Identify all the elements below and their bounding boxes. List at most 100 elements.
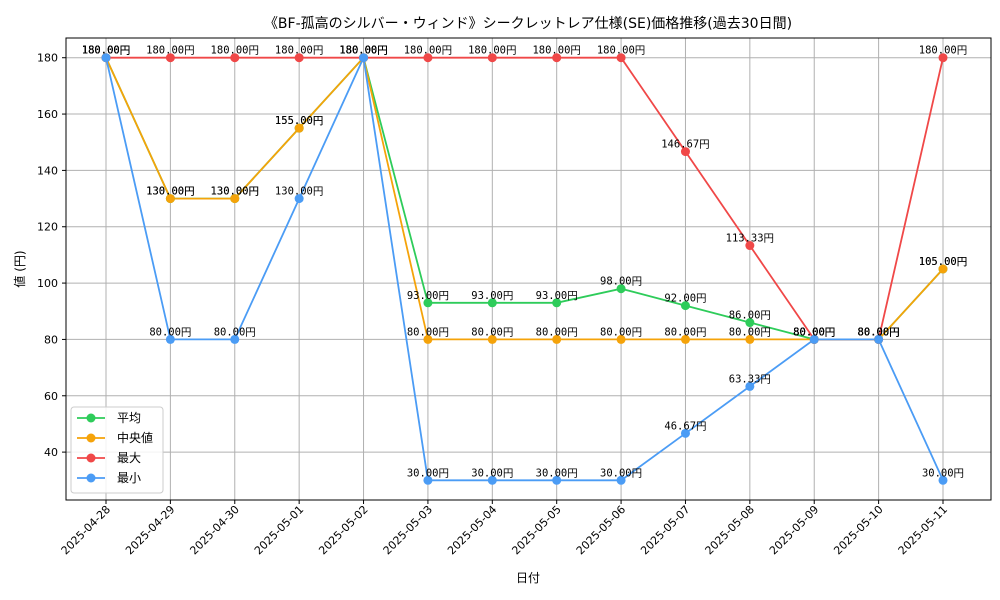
data-label: 80.00円 bbox=[793, 326, 835, 338]
data-label: 98.00円 bbox=[600, 276, 642, 288]
legend-marker bbox=[86, 453, 96, 463]
data-point bbox=[487, 298, 497, 308]
data-label: 180.00円 bbox=[82, 45, 130, 57]
data-label: 80.00円 bbox=[793, 326, 835, 338]
data-label: 80.00円 bbox=[793, 326, 835, 338]
data-label: 180.00円 bbox=[275, 45, 323, 57]
data-point bbox=[423, 334, 433, 344]
legend-entry: 中央値 bbox=[117, 430, 153, 445]
data-label: 180.00円 bbox=[468, 45, 516, 57]
data-label: 93.00円 bbox=[407, 290, 449, 302]
legend-entry: 最小 bbox=[117, 471, 141, 485]
data-label: 92.00円 bbox=[664, 293, 706, 305]
plot-frame bbox=[65, 37, 992, 501]
data-label: 80.00円 bbox=[149, 326, 191, 338]
data-label: 180.00円 bbox=[82, 45, 130, 57]
data-label: 180.00円 bbox=[146, 45, 194, 57]
data-point bbox=[359, 53, 369, 63]
data-point bbox=[423, 298, 433, 308]
data-label: 30.00円 bbox=[407, 467, 449, 479]
data-label: 180.00円 bbox=[339, 45, 387, 57]
data-label: 86.00円 bbox=[729, 310, 771, 322]
data-point bbox=[230, 334, 240, 344]
y-tick-label: 160 bbox=[37, 108, 58, 121]
data-label: 180.00円 bbox=[82, 45, 130, 57]
data-label: 113.33円 bbox=[726, 233, 774, 245]
data-label: 130.00円 bbox=[211, 186, 259, 198]
data-label: 130.00円 bbox=[146, 186, 194, 198]
data-label: 46.67円 bbox=[664, 420, 706, 432]
data-label: 80.00円 bbox=[471, 326, 513, 338]
series-line bbox=[106, 56, 944, 341]
data-label: 80.00円 bbox=[858, 326, 900, 338]
data-point bbox=[552, 53, 562, 63]
data-label: 80.00円 bbox=[664, 326, 706, 338]
data-label: 180.00円 bbox=[339, 45, 387, 57]
data-point bbox=[616, 284, 626, 294]
data-label: 180.00円 bbox=[919, 45, 967, 57]
data-point bbox=[487, 334, 497, 344]
data-label: 80.00円 bbox=[858, 326, 900, 338]
data-label: 105.00円 bbox=[919, 256, 967, 268]
data-label: 80.00円 bbox=[858, 326, 900, 338]
y-tick-label: 180 bbox=[37, 52, 58, 65]
data-label: 180.00円 bbox=[532, 45, 580, 57]
data-point bbox=[938, 53, 948, 63]
data-point bbox=[680, 147, 690, 157]
data-point bbox=[874, 334, 884, 344]
data-point bbox=[294, 123, 304, 133]
data-point bbox=[230, 194, 240, 204]
data-point bbox=[938, 264, 948, 274]
legend-marker bbox=[86, 473, 96, 483]
data-point bbox=[487, 475, 497, 485]
data-label: 80.00円 bbox=[536, 326, 578, 338]
y-tick-label: 80 bbox=[44, 333, 58, 346]
data-label: 80.00円 bbox=[793, 326, 835, 338]
data-label: 130.00円 bbox=[275, 186, 323, 198]
data-label: 80.00円 bbox=[729, 326, 771, 338]
data-point bbox=[616, 53, 626, 63]
data-label: 130.00円 bbox=[211, 186, 259, 198]
data-point bbox=[423, 53, 433, 63]
data-label: 80.00円 bbox=[214, 326, 256, 338]
data-point bbox=[680, 334, 690, 344]
data-label: 80.00円 bbox=[600, 326, 642, 338]
data-point bbox=[745, 318, 755, 328]
data-point bbox=[101, 53, 111, 63]
data-point bbox=[165, 53, 175, 63]
y-tick-label: 120 bbox=[37, 221, 58, 234]
data-point bbox=[616, 334, 626, 344]
data-point bbox=[552, 334, 562, 344]
legend-marker bbox=[86, 433, 96, 443]
data-label: 80.00円 bbox=[858, 326, 900, 338]
chart-title: 《BF-孤高のシルバー・ウィンド》シークレットレア仕様(SE)価格推移(過去30… bbox=[264, 15, 792, 32]
data-label: 93.00円 bbox=[471, 290, 513, 302]
y-tick-label: 100 bbox=[37, 277, 58, 290]
series-line bbox=[105, 54, 944, 482]
legend-marker bbox=[86, 413, 96, 423]
data-point bbox=[165, 334, 175, 344]
data-label: 180.00円 bbox=[597, 45, 645, 57]
series-line bbox=[105, 55, 944, 341]
y-axis-ticks: 40 60 80 100 120 140 160 180 bbox=[37, 52, 66, 459]
legend-box bbox=[70, 406, 164, 494]
series-points bbox=[101, 53, 948, 485]
x-axis-label: 日付 bbox=[516, 571, 540, 585]
data-label: 63.33円 bbox=[729, 373, 771, 385]
data-point bbox=[230, 53, 240, 63]
y-tick-label: 140 bbox=[37, 164, 58, 177]
data-label: 180.00円 bbox=[82, 45, 130, 57]
y-tick-label: 60 bbox=[44, 390, 58, 403]
data-labels: 180.00円 130.00円 130.00円 155.00円 180.00円 93.00… bbox=[82, 45, 967, 480]
data-point bbox=[165, 194, 175, 204]
data-label: 155.00円 bbox=[275, 115, 323, 127]
data-point bbox=[938, 475, 948, 485]
data-label: 30.00円 bbox=[536, 467, 578, 479]
data-label: 180.00円 bbox=[404, 45, 452, 57]
series-lines bbox=[105, 54, 944, 482]
data-point bbox=[809, 334, 819, 344]
data-label: 105.00円 bbox=[919, 256, 967, 268]
data-label: 93.00円 bbox=[536, 290, 578, 302]
